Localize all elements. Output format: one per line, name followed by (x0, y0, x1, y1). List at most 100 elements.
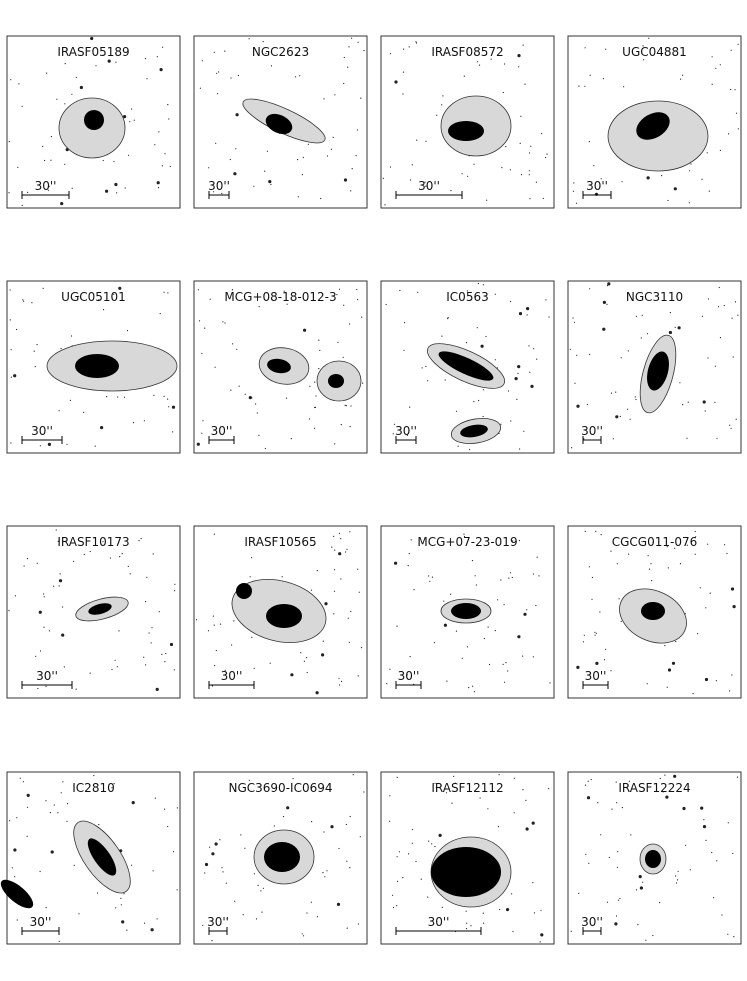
panel: UGC04881 30'' (567, 35, 742, 209)
star (334, 94, 336, 96)
star (21, 204, 23, 206)
star (161, 653, 163, 655)
star (171, 405, 176, 409)
star (645, 939, 647, 941)
star (338, 532, 340, 534)
star (119, 556, 121, 558)
star (126, 929, 128, 931)
star (219, 839, 221, 841)
star (403, 349, 405, 351)
star (59, 573, 61, 575)
star (406, 674, 408, 676)
star (8, 610, 10, 612)
star (49, 812, 52, 814)
star (224, 669, 226, 671)
star (463, 535, 466, 538)
star (675, 882, 678, 884)
star (300, 652, 302, 654)
star (209, 298, 211, 300)
star (682, 404, 684, 406)
star (146, 78, 148, 80)
star (129, 573, 131, 575)
star (154, 144, 156, 146)
star (330, 825, 334, 829)
star (62, 606, 64, 608)
star (620, 620, 622, 622)
star (421, 367, 423, 369)
star (590, 778, 592, 781)
panel: IRASF10173 30'' (6, 525, 181, 699)
star (164, 661, 166, 663)
star (549, 682, 551, 684)
star (172, 431, 174, 433)
star (159, 68, 163, 72)
star (476, 61, 479, 63)
star (53, 804, 55, 806)
panel-title: NGC3690-IC0694 (229, 781, 333, 795)
star (207, 630, 210, 632)
scale-label: 30'' (30, 915, 52, 929)
star (63, 666, 65, 668)
star (466, 646, 468, 648)
star (265, 52, 267, 54)
star (643, 59, 645, 61)
panel-title: IRASF08572 (431, 45, 503, 59)
star (628, 780, 630, 782)
star (102, 159, 104, 162)
star (44, 159, 46, 162)
star (616, 866, 618, 868)
star (306, 657, 308, 659)
star (144, 58, 147, 60)
star (16, 328, 18, 331)
star (159, 313, 161, 315)
galaxy-core (647, 351, 669, 391)
star (723, 304, 725, 307)
star (346, 860, 348, 862)
star (269, 662, 271, 664)
star (324, 602, 328, 606)
star (251, 557, 253, 559)
star (26, 835, 28, 837)
star (584, 85, 586, 87)
galaxy-core (636, 112, 670, 140)
star (522, 44, 524, 46)
star (129, 121, 131, 123)
star (362, 382, 364, 384)
star (50, 136, 53, 138)
star (45, 907, 47, 909)
star (671, 661, 676, 665)
star (603, 659, 606, 661)
star (679, 382, 681, 384)
star (244, 393, 246, 395)
star (536, 358, 538, 360)
star (167, 825, 169, 828)
star (153, 394, 155, 396)
star (270, 183, 272, 186)
galaxy-core (460, 424, 488, 438)
star (535, 181, 537, 183)
star (610, 550, 612, 552)
star (62, 781, 64, 783)
star (389, 53, 392, 55)
galaxy-core (75, 354, 119, 378)
star (249, 576, 251, 578)
star (216, 72, 218, 74)
star (735, 418, 737, 420)
star (504, 63, 506, 65)
star (465, 342, 468, 344)
star (606, 303, 608, 305)
star (619, 415, 621, 418)
star (389, 820, 391, 822)
star (75, 76, 77, 78)
star (730, 427, 732, 429)
star (513, 812, 515, 814)
star (123, 893, 125, 895)
star (715, 67, 717, 69)
star (314, 381, 316, 383)
star (143, 420, 145, 422)
star (512, 930, 514, 933)
star (737, 43, 739, 45)
star (16, 817, 18, 819)
star (382, 177, 384, 179)
star (229, 158, 231, 161)
